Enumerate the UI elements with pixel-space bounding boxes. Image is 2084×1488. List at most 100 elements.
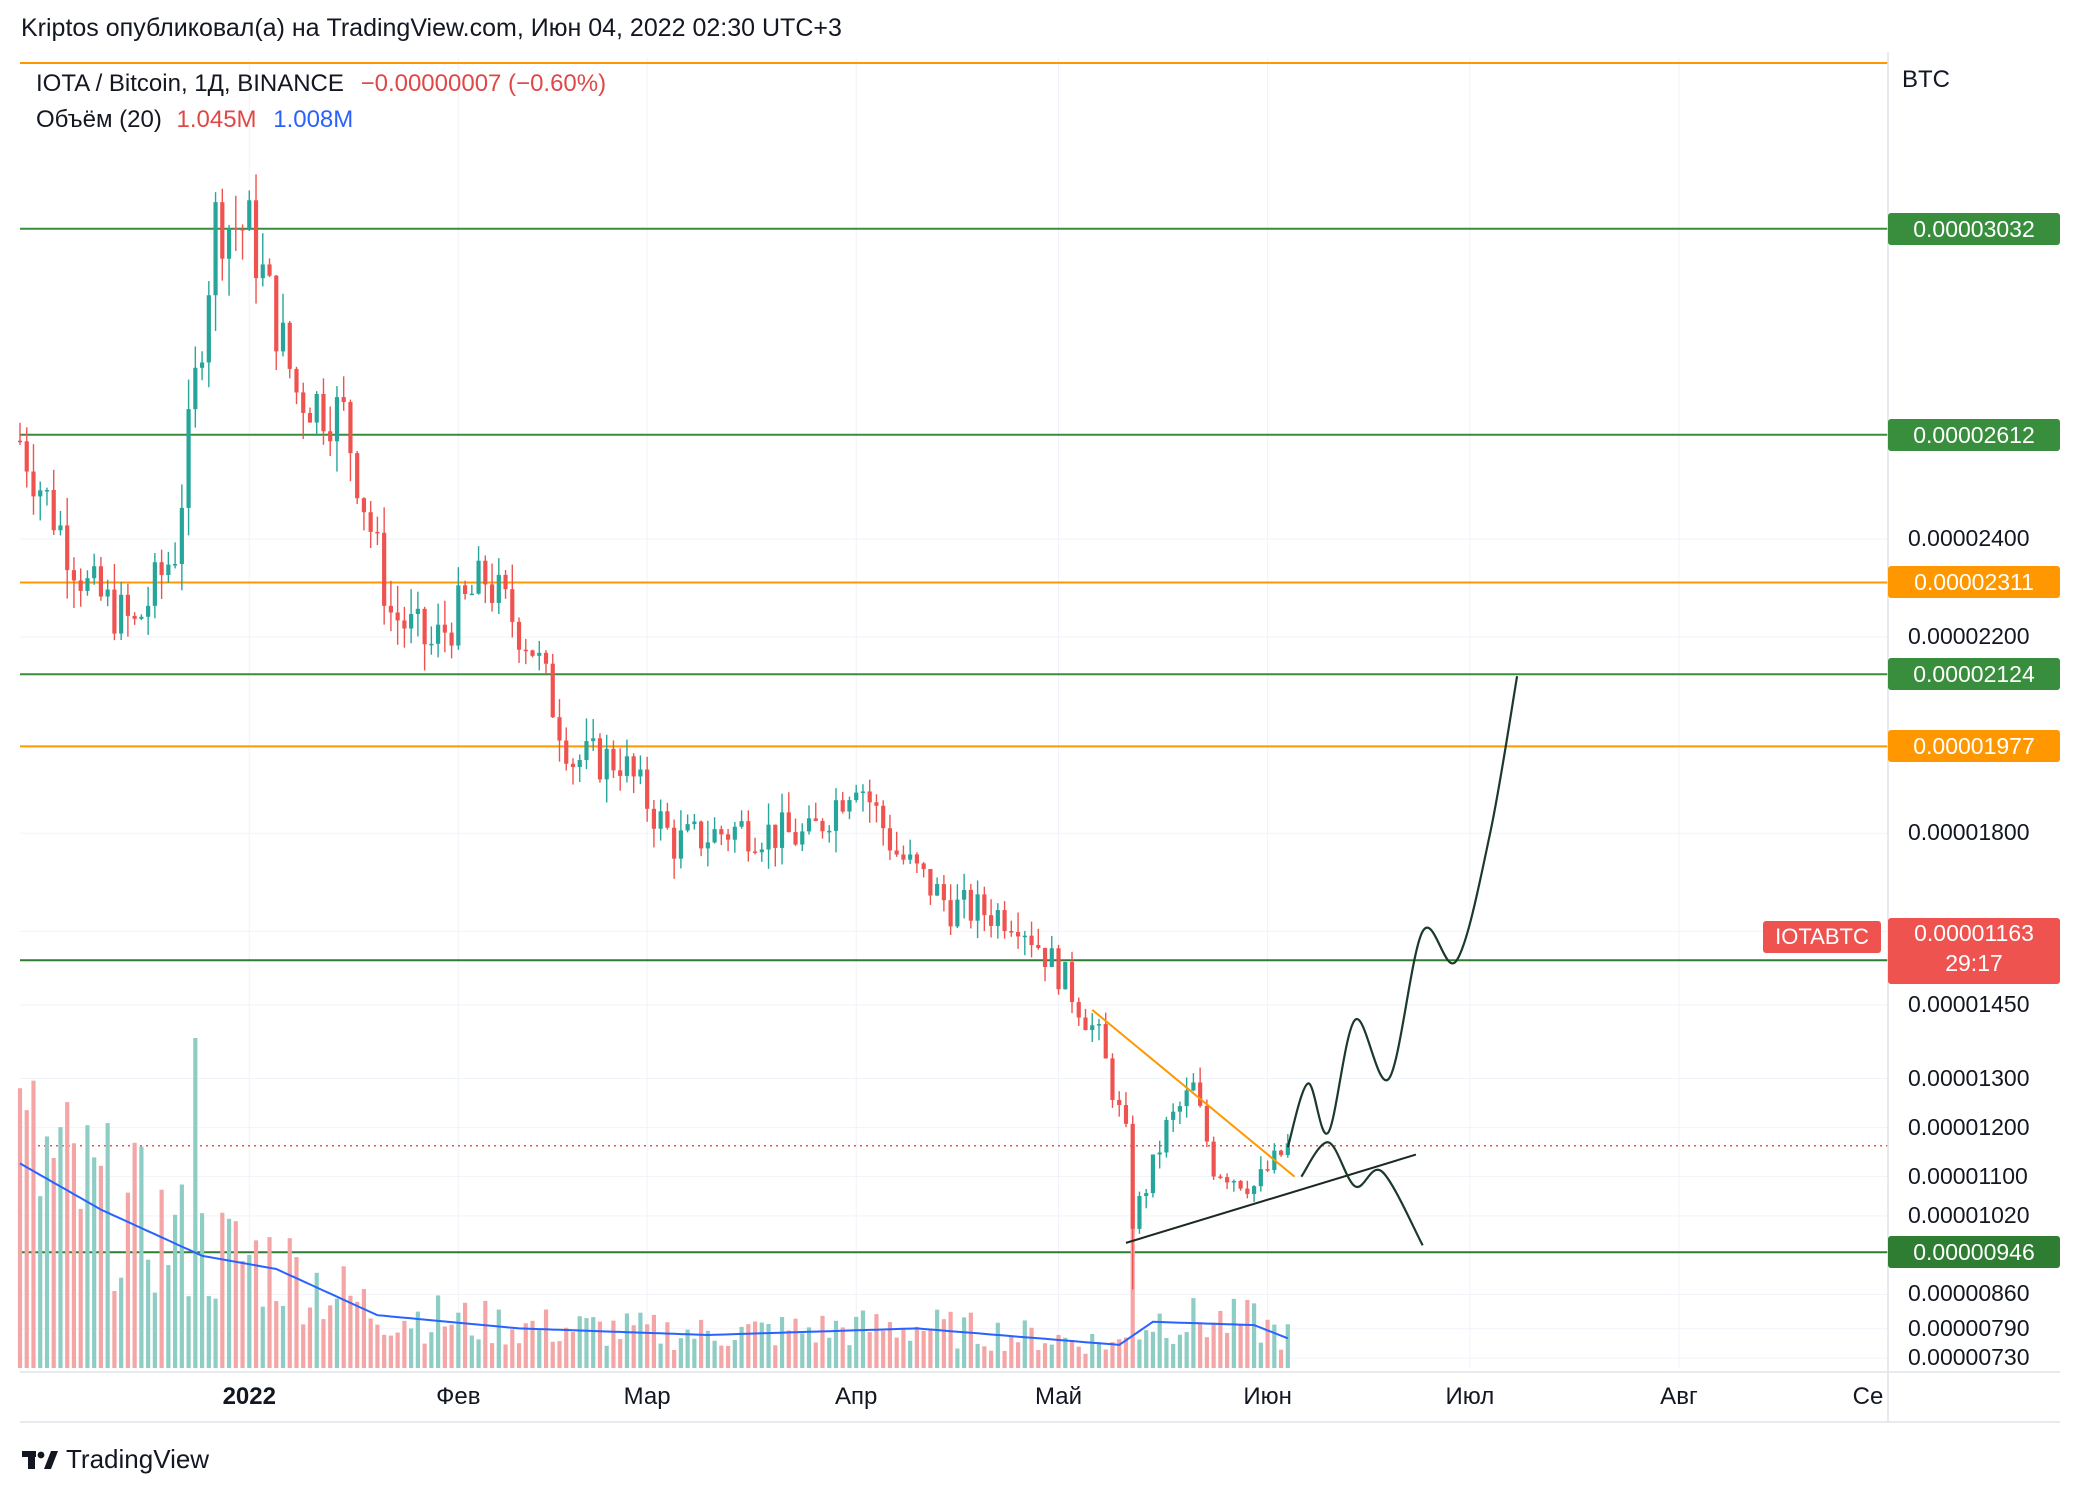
candle-body — [752, 851, 758, 853]
candle-body — [631, 756, 636, 777]
candle-body — [1103, 1024, 1108, 1059]
volume-bar — [1218, 1310, 1223, 1368]
candle-body — [995, 910, 1000, 926]
volume-bar — [570, 1331, 576, 1368]
volume-bar — [139, 1146, 144, 1368]
x-tick-label: Июл — [1445, 1383, 1495, 1410]
ascending-trendline — [1125, 1153, 1417, 1244]
volume-bar — [638, 1312, 643, 1368]
candle-body — [179, 507, 184, 565]
volume-value: 1.045M — [176, 106, 257, 133]
volume-bar — [516, 1343, 522, 1368]
volume-bar — [1069, 1340, 1075, 1368]
volume-bar — [1225, 1332, 1230, 1368]
candle-body — [253, 200, 259, 279]
candle-body — [658, 811, 663, 829]
y-tick-label: 0.00000860 — [1908, 1280, 2030, 1307]
volume-bar — [226, 1218, 232, 1368]
candle-body — [274, 275, 279, 352]
candle-body — [159, 562, 164, 576]
candle-body — [1177, 1106, 1183, 1112]
level-price-label: 0.00001977 — [1888, 730, 2060, 763]
volume-bar — [995, 1322, 1000, 1368]
bar-countdown: 29:17 — [1945, 950, 2003, 976]
x-tick-label: Авг — [1660, 1383, 1698, 1410]
volume-bar — [274, 1301, 279, 1368]
volume-bar — [233, 1221, 238, 1368]
volume-bar — [361, 1288, 367, 1368]
volume-bar — [881, 1330, 886, 1368]
candle-body — [510, 589, 515, 622]
volume-bar — [199, 1213, 205, 1368]
candle-body — [328, 431, 333, 442]
volume-bar — [530, 1320, 535, 1368]
candle-body — [813, 818, 818, 821]
volume-bar — [1009, 1335, 1014, 1368]
candle-body — [105, 589, 110, 597]
candle-body — [152, 562, 157, 606]
volume-bar — [887, 1322, 893, 1368]
volume-bar — [746, 1324, 751, 1368]
candle-body — [395, 612, 400, 621]
candle-body — [941, 884, 946, 901]
volume-bar — [388, 1335, 393, 1368]
candle-body — [361, 498, 367, 513]
bullish-projection-path — [1286, 676, 1519, 1148]
volume-bar — [672, 1349, 677, 1368]
symbol-legend: IOTA / Bitcoin, 1Д, BINANCE −0.00000007 … — [36, 70, 606, 98]
candle-body — [651, 808, 656, 829]
candle-body — [705, 842, 710, 849]
volume-bar — [166, 1265, 171, 1368]
candle-body — [375, 531, 380, 534]
candle-body — [1130, 1123, 1135, 1229]
volume-bar — [645, 1324, 650, 1368]
symbol-title[interactable]: IOTA / Bitcoin, 1Д, BINANCE — [36, 70, 344, 97]
candle-body — [624, 756, 630, 776]
candle-body — [1204, 1105, 1209, 1142]
volume-bar — [928, 1328, 933, 1368]
volume-bar — [1123, 1337, 1129, 1368]
level-price-label: 0.00002124 — [1888, 658, 2060, 691]
volume-bar — [1164, 1337, 1169, 1368]
candle-body — [462, 585, 468, 594]
candle-body — [489, 584, 495, 603]
volume-bar — [955, 1348, 960, 1368]
candle-body — [988, 915, 994, 926]
volume-bar — [92, 1157, 97, 1368]
candle-body — [1096, 1024, 1102, 1026]
level-price-label: 0.00003032 — [1888, 212, 2060, 245]
y-tick-label: 0.00001450 — [1908, 990, 2030, 1017]
volume-bar — [98, 1165, 104, 1368]
volume-bar — [314, 1272, 319, 1368]
volume-bar — [375, 1324, 380, 1368]
volume-bar — [982, 1346, 987, 1368]
candle-body — [483, 560, 488, 585]
candle-body — [388, 605, 393, 613]
volume-bar — [1184, 1331, 1189, 1368]
volume-bar — [719, 1345, 724, 1368]
candle-body — [1211, 1141, 1216, 1177]
volume-bar — [948, 1311, 953, 1368]
volume-bar — [65, 1102, 70, 1368]
candle-body — [1231, 1180, 1236, 1183]
candle-body — [766, 824, 771, 850]
candle-body — [132, 615, 137, 619]
volume-bar — [1110, 1342, 1115, 1368]
candle-body — [638, 769, 643, 777]
candle-body — [1157, 1152, 1162, 1155]
candle-body — [44, 489, 50, 492]
candle-body — [199, 362, 205, 368]
volume-bar — [827, 1337, 832, 1368]
candle-body — [935, 884, 940, 896]
tradingview-logo[interactable]: TradingView — [22, 1444, 209, 1475]
volume-bar — [1015, 1342, 1021, 1368]
candle-body — [456, 585, 461, 646]
candle-body — [591, 738, 596, 742]
volume-bar — [38, 1196, 43, 1368]
volume-indicator-label[interactable]: Объём (20) — [36, 106, 162, 133]
volume-bar — [1063, 1337, 1068, 1368]
volume-bar — [301, 1324, 306, 1368]
candle-body — [220, 202, 225, 259]
candle-body — [597, 738, 603, 780]
